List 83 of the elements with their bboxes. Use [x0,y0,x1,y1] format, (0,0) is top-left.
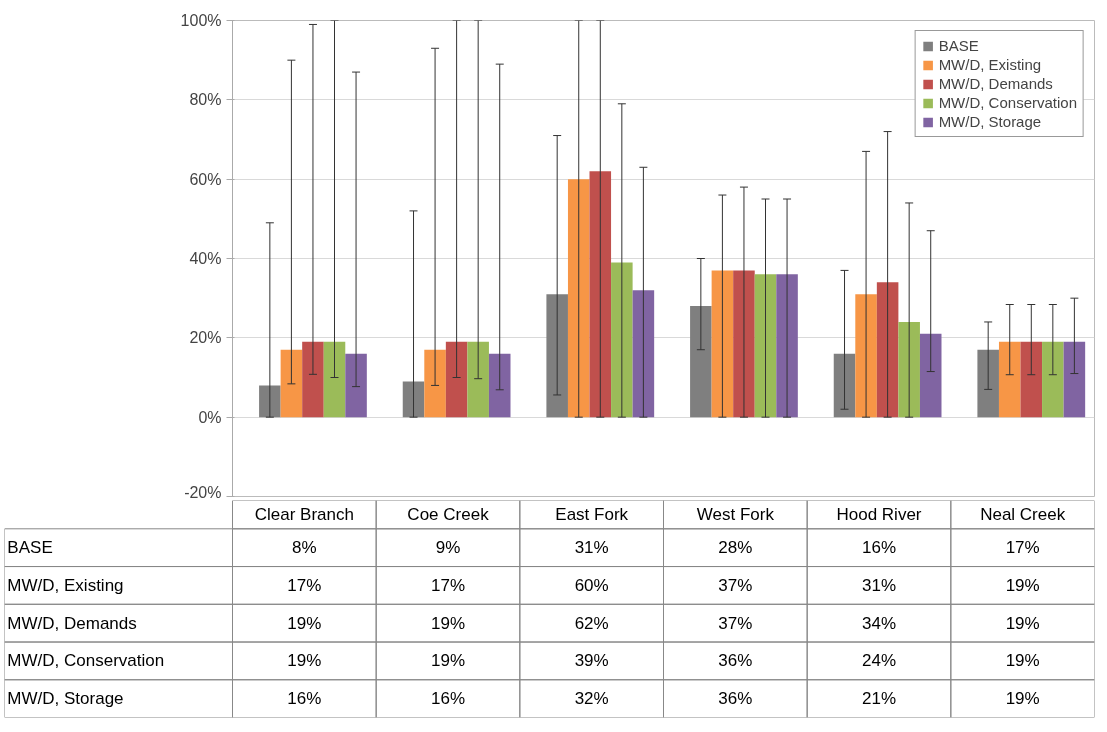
bar [1063,341,1086,418]
bar [855,294,877,418]
data-label: 19% [1005,613,1040,633]
bar [402,381,425,418]
bar [488,353,511,418]
y-tick-label: 0% [198,408,222,426]
data-label: 19% [287,651,322,671]
data-label: 31% [861,575,897,595]
bar [632,290,655,418]
bar [833,353,856,418]
bar [259,385,281,418]
bar [776,274,798,418]
data-label: 19% [1005,689,1040,709]
bar [876,282,899,418]
bar [898,321,920,418]
bar [998,341,1021,418]
text: MW/D, Conservation [7,651,165,671]
y-tick-label: -20% [184,483,222,501]
y-tick-label: 20% [189,329,222,347]
bar [1042,341,1064,418]
x-tick-label: Hood River [836,505,922,525]
bar [733,270,755,418]
data-label: 19% [430,651,466,671]
data-label: 16% [287,689,322,709]
y-tick-label: 60% [189,170,222,188]
bar [611,262,633,418]
bar [711,270,734,418]
text: BASE [7,538,53,558]
bar [589,171,612,418]
bar [977,349,999,418]
data-label: 21% [861,689,897,709]
bar [567,179,590,418]
data-label: 62% [574,613,609,633]
text: MW/D, Demands [7,613,137,633]
data-label: 19% [430,613,466,633]
bar [302,341,324,418]
legend-label: MW/D, Storage [938,113,1042,130]
legend-label: MW/D, Demands [938,75,1053,92]
data-label: 28% [718,538,753,558]
data-label: 34% [861,613,897,633]
legend-label: MW/D, Conservation [938,94,1077,111]
text: MW/D, Storage [7,689,124,709]
text: MW/D, Existing [7,575,124,595]
data-label: 9% [435,538,461,558]
bar [690,306,712,418]
data-label: 60% [574,575,609,595]
x-tick-label: Clear Branch [254,505,354,525]
bar [546,294,568,418]
data-label: 36% [718,651,753,671]
data-label: 19% [1005,575,1040,595]
data-label: 16% [430,689,466,709]
bar [754,274,777,418]
data-label: 19% [287,613,322,633]
data-label: 37% [718,613,753,633]
bar [919,333,942,418]
y-tick-label: 80% [189,91,222,109]
data-label: 17% [287,575,322,595]
x-tick-label: East Fork [555,505,629,525]
x-tick-label: Neal Creek [980,505,1066,525]
x-tick-label: Coe Creek [407,505,490,525]
bar [467,341,489,418]
data-label: 36% [718,689,753,709]
data-label: 8% [292,538,317,558]
bar [280,349,303,418]
data-label: 17% [430,575,466,595]
bar [345,353,367,418]
bar [323,341,346,418]
data-label: 39% [574,651,609,671]
data-label: 19% [1005,651,1040,671]
x-tick-label: West Fork [696,505,775,525]
data-label: 24% [861,651,897,671]
data-label: 32% [574,689,609,709]
data-label: 37% [718,575,753,595]
data-label: 17% [1005,538,1040,558]
bar [1020,341,1043,418]
y-tick-label: 40% [189,250,222,267]
data-label: 16% [861,538,897,558]
data-label: 31% [574,538,609,558]
legend-label: BASE [938,37,979,54]
y-tick-label: 100% [180,12,222,29]
bar [445,341,468,418]
bar [424,349,446,418]
legend-label: MW/D, Existing [938,56,1042,73]
